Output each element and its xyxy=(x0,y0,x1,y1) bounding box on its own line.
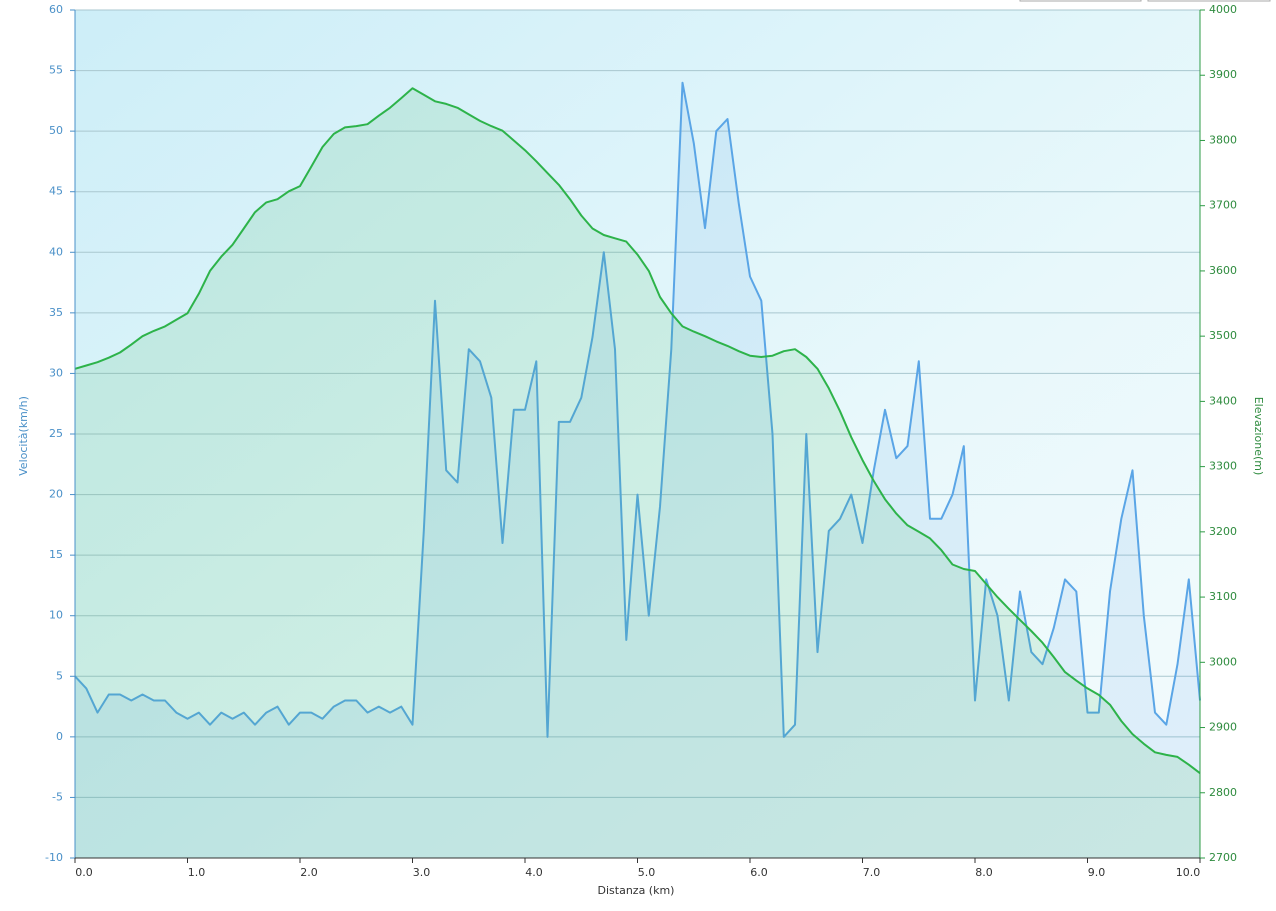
y2-tick-label: 3400 xyxy=(1209,394,1237,407)
y-tick-label: 0 xyxy=(56,730,63,743)
x-tick-label: 2.0 xyxy=(300,866,318,879)
x-tick-label: 1.0 xyxy=(188,866,206,879)
y2-tick-label: 3800 xyxy=(1209,133,1237,146)
y-tick-label: 40 xyxy=(49,245,63,258)
x-tick-label: 3.0 xyxy=(413,866,431,879)
y2-tick-label: 3200 xyxy=(1209,525,1237,538)
x-axis-title: Distanza (km) xyxy=(598,884,675,897)
x-tick-label: 6.0 xyxy=(750,866,768,879)
x-tick-label: 5.0 xyxy=(638,866,656,879)
y-tick-label: 10 xyxy=(49,609,63,622)
y-tick-label: 35 xyxy=(49,306,63,319)
x-tick-label: 0.0 xyxy=(75,866,93,879)
y-tick-label: 25 xyxy=(49,427,63,440)
series-line xyxy=(74,87,1201,774)
y2-axis-title: Elevazione(m) xyxy=(1252,397,1265,476)
x-tick-label: 4.0 xyxy=(525,866,543,879)
x-tick-label: 7.0 xyxy=(863,866,881,879)
y2-tick-label: 3600 xyxy=(1209,264,1237,277)
x-tick-label: 9.0 xyxy=(1088,866,1106,879)
y-tick-label: 20 xyxy=(49,488,63,501)
y-axis-title: Velocità(km/h) xyxy=(17,396,30,476)
y2-tick-label: 3900 xyxy=(1209,68,1237,81)
series-line xyxy=(74,81,1201,738)
x-tick-label: 8.0 xyxy=(975,866,993,879)
y-tick-label: 15 xyxy=(49,548,63,561)
y-tick-label: 5 xyxy=(56,669,63,682)
series-area xyxy=(75,82,1200,858)
y2-tick-label: 3100 xyxy=(1209,590,1237,603)
plot-layer xyxy=(74,9,1201,859)
y-tick-label: 30 xyxy=(49,366,63,379)
y2-tick-label: 2800 xyxy=(1209,786,1237,799)
y-tick-label: 45 xyxy=(49,185,63,198)
series-area xyxy=(75,88,1200,859)
y2-tick-label: 2900 xyxy=(1209,721,1237,734)
toolbar-button[interactable] xyxy=(1019,0,1142,2)
y-tick-label: -10 xyxy=(45,851,63,864)
y-tick-label: 60 xyxy=(49,3,63,16)
y2-tick-label: 3000 xyxy=(1209,655,1237,668)
y2-tick-label: 2700 xyxy=(1209,851,1237,864)
x-tick-label: 10.0 xyxy=(1176,866,1201,879)
toolbar-button[interactable] xyxy=(1147,0,1271,2)
y-tick-label: -5 xyxy=(52,790,63,803)
y-tick-label: 55 xyxy=(49,64,63,77)
y2-tick-label: 4000 xyxy=(1209,3,1237,16)
y2-tick-label: 3700 xyxy=(1209,199,1237,212)
y2-tick-label: 3500 xyxy=(1209,329,1237,342)
y2-tick-label: 3300 xyxy=(1209,460,1237,473)
y-tick-label: 50 xyxy=(49,124,63,137)
